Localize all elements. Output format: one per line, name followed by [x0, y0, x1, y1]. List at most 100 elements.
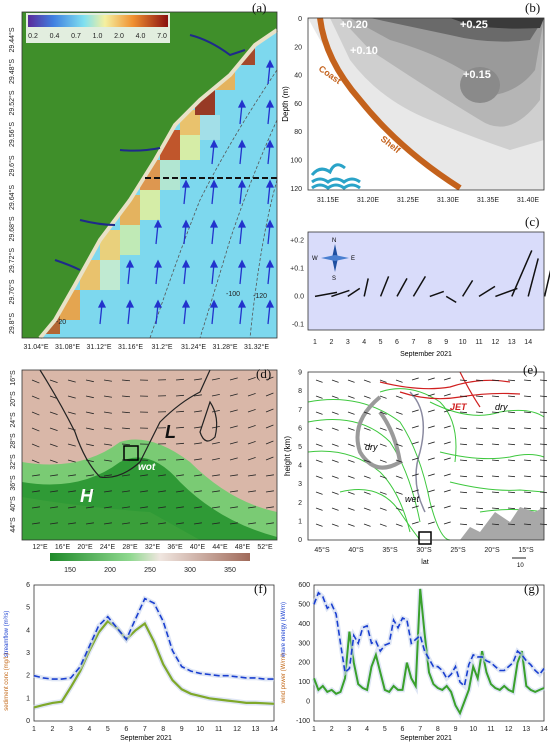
lon-tick-b: 31.20E: [357, 197, 380, 204]
panel-c-xtick: 8: [428, 339, 432, 346]
lat-tick-d: 36°S: [9, 475, 17, 491]
stick-vector: [545, 270, 550, 296]
panel-g-ytick: 500: [298, 601, 310, 608]
panel-g-xtick: 9: [454, 726, 458, 733]
colorbar-a-tick: 1.0: [93, 33, 103, 40]
panel-d-label: (d): [256, 366, 271, 382]
lat-tick-e: 30°S: [416, 546, 432, 554]
lon-tick-d: 24°E: [100, 543, 116, 551]
colorbar-a-tick: 2.0: [114, 33, 124, 40]
panel-g-xtick: 5: [383, 726, 387, 733]
series-band: [34, 621, 274, 707]
panel-f-ytick: 1: [26, 695, 30, 702]
lon-tick-b: 31.40E: [517, 197, 540, 204]
height-tick: 0: [298, 537, 302, 544]
depth-tick: 120: [290, 186, 302, 193]
panel-g-xtick: 7: [418, 726, 422, 733]
lon-tick: 31.24°E: [181, 343, 206, 351]
depth-tick: 80: [294, 129, 302, 136]
value-label-015: +0.15: [463, 69, 491, 81]
panel-c-bg: [308, 232, 544, 330]
panel-g-xtick: 4: [365, 726, 369, 733]
lat-tick: 29.64°S: [8, 185, 16, 210]
panel-g-label: (g): [524, 581, 539, 597]
panel-c-xtick: 10: [459, 339, 467, 346]
lon-tick: 31.28°E: [213, 343, 238, 351]
panel-f-xtick: 14: [270, 726, 278, 733]
panel-f-ytick: 4: [26, 627, 30, 634]
panel-f-xtick: 2: [51, 726, 55, 733]
lat-tick-d: 40°S: [9, 496, 17, 512]
high-pressure-label: H: [80, 486, 94, 506]
panel-c-label: (c): [525, 214, 539, 230]
dry-label-2: dry: [495, 402, 508, 412]
panel-f-xtick: 9: [180, 726, 184, 733]
lat-tick: 29.44°S: [8, 27, 16, 52]
lon-tick-b: 31.35E: [477, 197, 500, 204]
lat-tick-e: 20°S: [484, 546, 500, 554]
panel-g-ytick: 400: [298, 621, 310, 628]
value-label-010: +0.10: [350, 45, 378, 57]
panel-f-ytick: 0: [26, 718, 30, 725]
panel-c-ytick: +0.1: [290, 265, 304, 272]
lon-tick-d: 12°E: [32, 543, 48, 551]
panel-b-label: (b): [525, 0, 540, 16]
height-tick: 8: [298, 388, 302, 395]
panel-g-xtick: 14: [540, 726, 548, 733]
lon-tick: 31.08°E: [55, 343, 80, 351]
panel-f-xtick: 12: [233, 726, 241, 733]
lat-tick-d: 24°S: [9, 412, 17, 428]
lon-tick-d: 48°E: [235, 543, 251, 551]
lon-tick-d: 40°E: [190, 543, 206, 551]
value-label-025: +0.25: [460, 19, 488, 31]
series-line-primary: [34, 621, 274, 707]
lon-tick: 31.04°E: [24, 343, 49, 351]
panel-g-xtick: 6: [401, 726, 405, 733]
panel-f-ytick: 5: [26, 605, 30, 612]
panel-g-xtick: 8: [436, 726, 440, 733]
contour-label-120: -120: [253, 293, 267, 300]
depth-tick: 60: [294, 101, 302, 108]
panel-f-xtick: 7: [143, 726, 147, 733]
lon-tick: 31.12°E: [87, 343, 112, 351]
panel-g-ytick: -100: [296, 718, 310, 725]
height-tick: 1: [298, 518, 302, 525]
lon-tick-d: 32°E: [145, 543, 161, 551]
colorbar-d-tick: 150: [64, 567, 76, 574]
lon-tick: 31.16°E: [118, 343, 143, 351]
panel-c-yticks: +0.2+0.10.0-0.1: [290, 237, 304, 328]
lon-tick-b: 31.15E: [317, 197, 340, 204]
ref-vector-label: 10: [517, 563, 524, 569]
colorbar-a-tick: 7.0: [157, 33, 167, 40]
panel-e-label: (e): [523, 362, 537, 378]
height-tick: 2: [298, 500, 302, 507]
colorbar-a-tick: 0.7: [71, 33, 81, 40]
low-pressure-label: L: [165, 422, 176, 442]
lat-tick-e: 45°S: [314, 546, 330, 554]
lon-tick: 31.2°E: [151, 343, 172, 351]
lat-tick: 29.76°S: [8, 279, 16, 304]
height-tick: 3: [298, 481, 302, 488]
panel-c-xtick: 6: [395, 339, 399, 346]
panel-c-xtick: 7: [411, 339, 415, 346]
colorbar-d-tick: 250: [144, 567, 156, 574]
panel-f-xtick: 3: [69, 726, 73, 733]
panel-g-xtick: 3: [347, 726, 351, 733]
panel-f-ylabel-right: streamflow (m³/s): [4, 611, 10, 657]
colorbar-d-tick: 350: [224, 567, 236, 574]
compass-e: E: [351, 256, 355, 262]
panel-f-ytick: 2: [26, 673, 30, 680]
lat-tick: 29.48°S: [8, 59, 16, 84]
panel-f-xtick: 6: [124, 726, 128, 733]
height-tick: 7: [298, 407, 302, 414]
panel-g-ytick: 100: [298, 679, 310, 686]
